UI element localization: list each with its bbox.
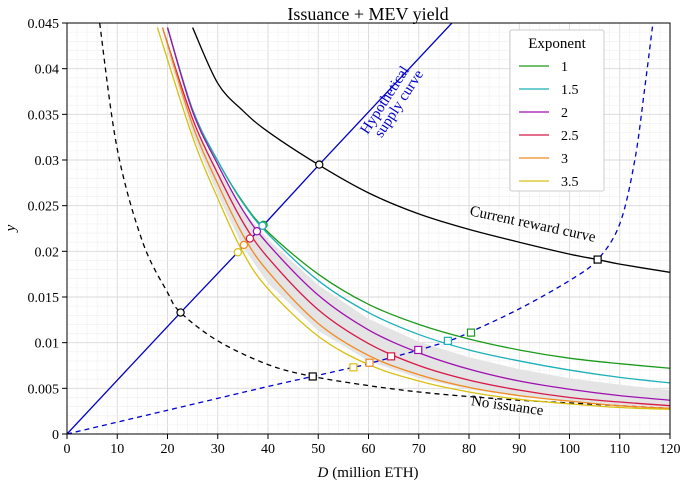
x-tick-label: 110	[610, 442, 630, 457]
x-tick-label: 20	[161, 442, 175, 457]
legend-label: 2	[561, 106, 568, 121]
legend-title: Exponent	[528, 36, 586, 52]
chart-title: Issuance + MEV yield	[287, 4, 448, 24]
y-axis-label: y	[3, 224, 19, 233]
x-tick-label: 90	[512, 442, 526, 457]
square-marker	[349, 363, 358, 372]
square-marker	[365, 358, 374, 367]
y-tick-label: 0.005	[28, 382, 60, 397]
y-tick-label: 0.02	[35, 245, 60, 260]
x-tick-label: 50	[311, 442, 325, 457]
legend: Exponent 1 1.5 2 2.5 3 3.5	[509, 29, 605, 192]
series-exponent-1-5	[166, 27, 670, 384]
legend-label: 2.5	[561, 129, 579, 144]
series-exponent-3-5	[156, 27, 670, 410]
square-marker	[443, 336, 452, 345]
no-issuance-line	[99, 23, 670, 410]
x-tick-label: 60	[362, 442, 376, 457]
x-tick-label: 70	[412, 442, 426, 457]
supply-curve-dashed-line	[67, 23, 654, 434]
legend-label: 3	[561, 152, 568, 167]
square-marker	[387, 352, 396, 361]
x-tick-label: 30	[211, 442, 225, 457]
x-axis-unit: (million ETH)	[332, 465, 418, 481]
legend-box	[509, 29, 605, 192]
circle-marker	[239, 240, 249, 250]
circle-marker	[258, 221, 267, 230]
series-exponent-3	[161, 27, 670, 410]
legend-entries: 1 1.5 2 2.5 3 3.5	[519, 60, 579, 190]
series-exponent-2-5	[161, 27, 670, 407]
x-axis-variable: D	[316, 465, 328, 481]
legend-label: 1.5	[561, 83, 579, 98]
y-tick-label: 0	[52, 428, 59, 443]
series-exponent-2	[166, 27, 670, 401]
x-tick-label: 120	[660, 442, 681, 457]
square-marker	[414, 345, 423, 355]
x-tick-label: 10	[110, 442, 124, 457]
circle-marker	[252, 227, 262, 236]
markers-layer	[176, 160, 602, 381]
y-tick-label: 0.015	[28, 291, 60, 306]
legend-label: 1	[561, 60, 568, 75]
circle-marker	[233, 248, 243, 257]
y-tick-label: 0.035	[28, 108, 60, 123]
y-tick-label: 0.025	[28, 200, 60, 215]
square-marker	[466, 328, 476, 337]
legend-label: 3.5	[561, 175, 579, 190]
y-tick-label: 0.04	[35, 63, 60, 78]
x-tick-label: 40	[261, 442, 275, 457]
circle-marker	[176, 308, 185, 317]
x-axis-label: D (million ETH)	[316, 465, 418, 481]
circle-marker	[315, 160, 324, 169]
x-tick-label: 80	[462, 442, 476, 457]
square-marker	[308, 372, 317, 381]
y-tick-label: 0.03	[35, 154, 60, 169]
ticks-layer: 0 10 20 30 40 50 60 70 80 90 100 110 120 0 0.005 0.01 0.…	[28, 17, 681, 457]
x-tick-label: 100	[559, 442, 580, 457]
y-tick-label: 0.045	[28, 17, 60, 32]
square-marker	[593, 255, 602, 264]
y-tick-label: 0.01	[35, 337, 60, 352]
circle-marker	[245, 234, 255, 243]
x-tick-label: 0	[64, 442, 71, 457]
